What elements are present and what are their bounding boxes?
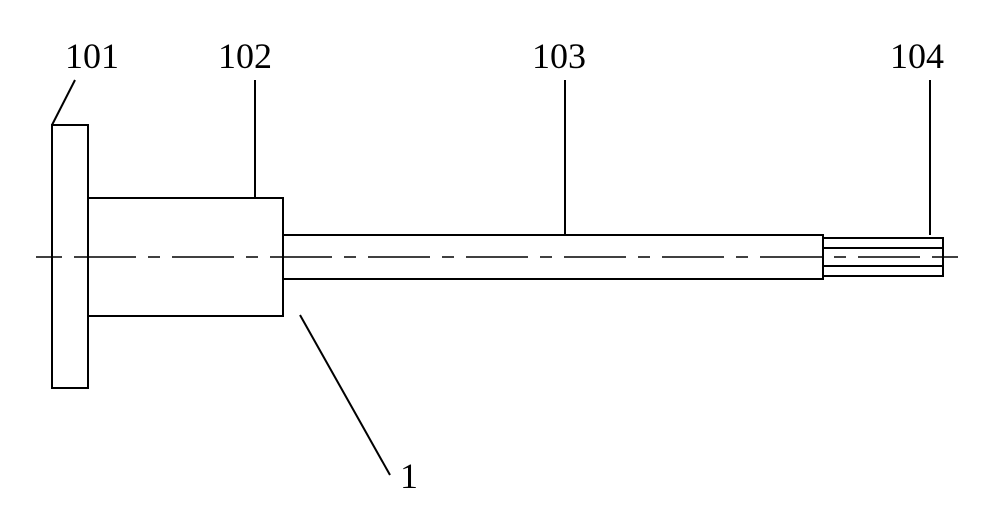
label-103: 103 (532, 35, 586, 77)
leader-101 (52, 80, 75, 125)
label-1: 1 (400, 455, 418, 497)
label-102: 102 (218, 35, 272, 77)
technical-diagram (0, 0, 1000, 513)
leader-1 (300, 315, 390, 475)
label-101: 101 (65, 35, 119, 77)
label-104: 104 (890, 35, 944, 77)
